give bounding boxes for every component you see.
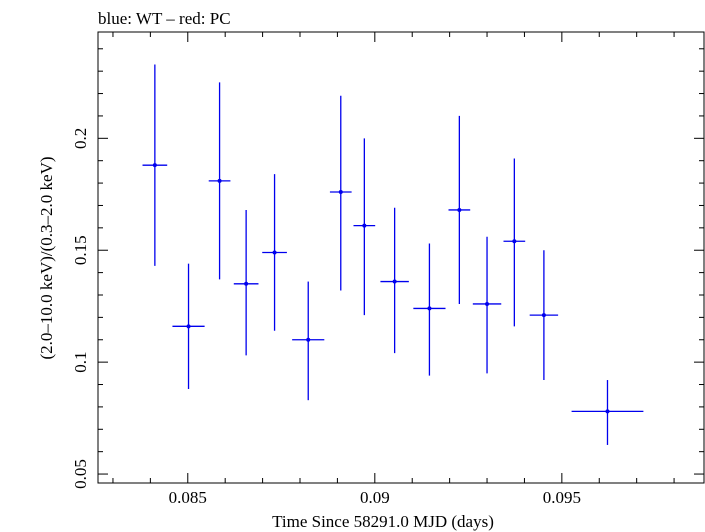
data-points xyxy=(142,64,644,445)
y-tick-label: 0.2 xyxy=(71,128,90,149)
data-point xyxy=(380,207,409,354)
data-point xyxy=(233,209,259,356)
point-marker xyxy=(152,163,157,168)
y-tick-label: 0.15 xyxy=(71,235,90,265)
y-tick-label: 0.05 xyxy=(71,459,90,489)
y-axis-label: (2.0–10.0 keV)/(0.3–2.0 keV) xyxy=(37,156,56,359)
x-axis-ticks xyxy=(112,32,675,483)
data-point xyxy=(413,243,446,376)
x-axis-label: Time Since 58291.0 MJD (days) xyxy=(272,512,494,531)
data-point xyxy=(571,380,644,445)
point-marker xyxy=(457,207,462,212)
data-point xyxy=(208,82,231,280)
point-marker xyxy=(338,190,343,195)
point-marker xyxy=(306,337,311,342)
data-point xyxy=(529,250,559,381)
data-point xyxy=(448,115,471,304)
point-marker xyxy=(392,279,397,284)
plot-frame xyxy=(97,31,705,484)
point-marker xyxy=(605,409,610,414)
point-marker xyxy=(272,250,277,255)
point-marker xyxy=(186,324,191,329)
point-marker xyxy=(427,306,432,311)
chart-title: blue: WT – red: PC xyxy=(98,9,231,28)
data-point xyxy=(503,158,526,327)
data-point xyxy=(262,174,287,331)
x-tick-label: 0.095 xyxy=(543,488,581,507)
point-marker xyxy=(541,313,546,318)
data-point xyxy=(292,281,325,401)
point-marker xyxy=(217,178,222,183)
y-axis-tick-labels: 0.05 0.1 0.15 0.2 xyxy=(71,128,90,489)
x-tick-label: 0.09 xyxy=(360,488,390,507)
point-marker xyxy=(362,223,367,228)
y-tick-label: 0.1 xyxy=(71,352,90,373)
data-point xyxy=(472,236,502,374)
x-axis-tick-labels: 0.085 0.09 0.095 xyxy=(169,488,581,507)
y-axis-ticks xyxy=(98,48,704,475)
point-marker xyxy=(485,301,490,306)
data-point xyxy=(142,64,168,266)
x-tick-label: 0.085 xyxy=(169,488,207,507)
point-marker xyxy=(512,239,517,244)
point-marker xyxy=(244,281,249,286)
data-point xyxy=(172,263,205,389)
data-point xyxy=(353,138,376,316)
data-point xyxy=(329,95,352,291)
